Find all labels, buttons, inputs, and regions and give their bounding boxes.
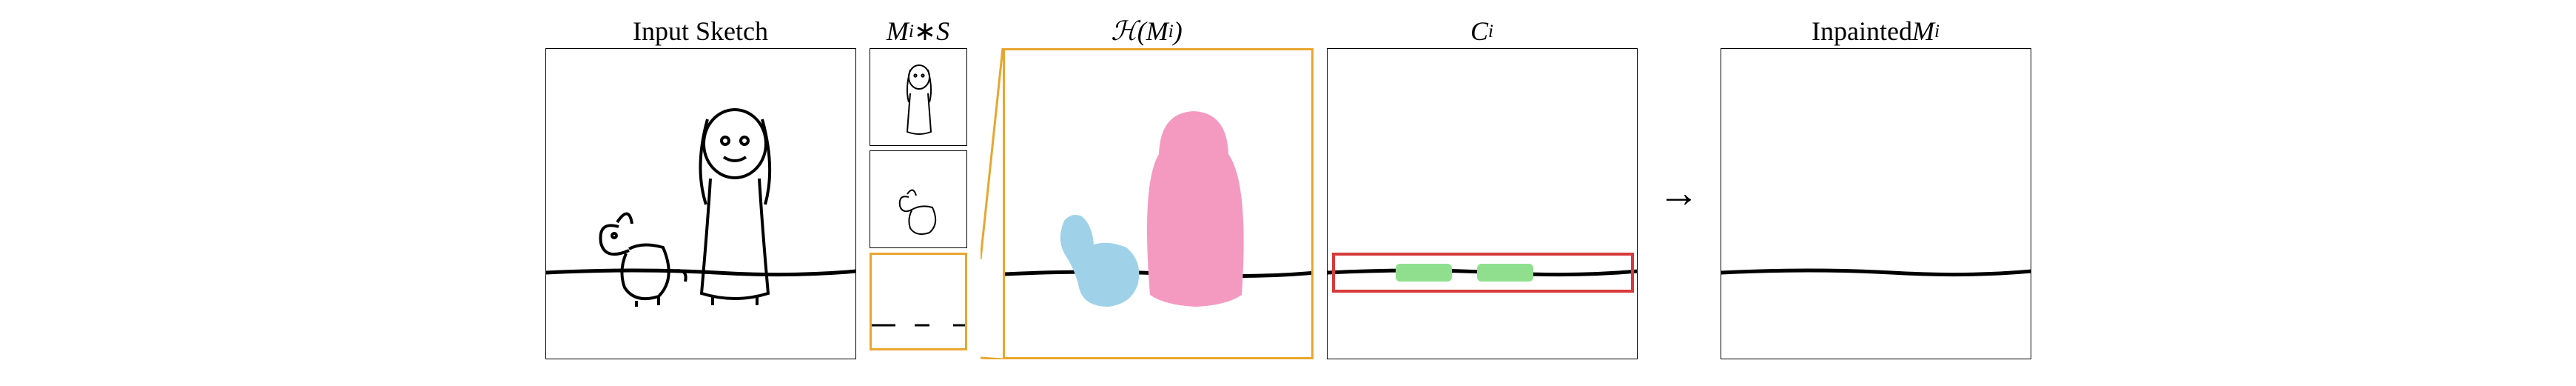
sketch-svg — [546, 49, 856, 359]
figure-row: Input Sketch — [516, 16, 2061, 371]
box-inpainted — [1721, 48, 2031, 359]
thumb-dog-svg — [870, 151, 967, 248]
label-input-sketch: Input Sketch — [633, 16, 768, 48]
hmi-wrap — [981, 48, 1314, 359]
thumb-dog — [870, 150, 967, 248]
panel-HMi: ℋ(Mi) — [981, 16, 1314, 359]
thumb-horizon-highlight — [870, 253, 967, 350]
panel-input-sketch: Input Sketch — [545, 16, 856, 359]
box-Ci — [1327, 48, 1638, 359]
ci-svg — [1328, 49, 1638, 359]
label-Ci: Ci — [1470, 16, 1493, 48]
label-HMi: ℋ(Mi) — [1111, 16, 1183, 48]
panel-Ci: Ci — [1327, 16, 1638, 359]
panel-inpainted: Inpainted Mi — [1721, 16, 2031, 359]
label-MiS: Mi ∗ S — [887, 16, 949, 48]
hmi-svg — [1005, 50, 1314, 359]
thumb-horizon-svg — [872, 255, 967, 350]
box-input-sketch — [545, 48, 856, 359]
arrow-icon: → — [1651, 16, 1707, 371]
thumb-girl — [870, 48, 967, 146]
thumb-stack — [870, 48, 967, 350]
box-HMi — [1003, 48, 1314, 359]
ci-green-2 — [1477, 264, 1533, 282]
panel-MiS: Mi ∗ S — [870, 16, 967, 350]
thumb-girl-svg — [870, 49, 967, 146]
label-inpainted: Inpainted Mi — [1812, 16, 1940, 48]
inpainted-svg — [1721, 49, 2031, 359]
ci-green-1 — [1396, 264, 1452, 282]
